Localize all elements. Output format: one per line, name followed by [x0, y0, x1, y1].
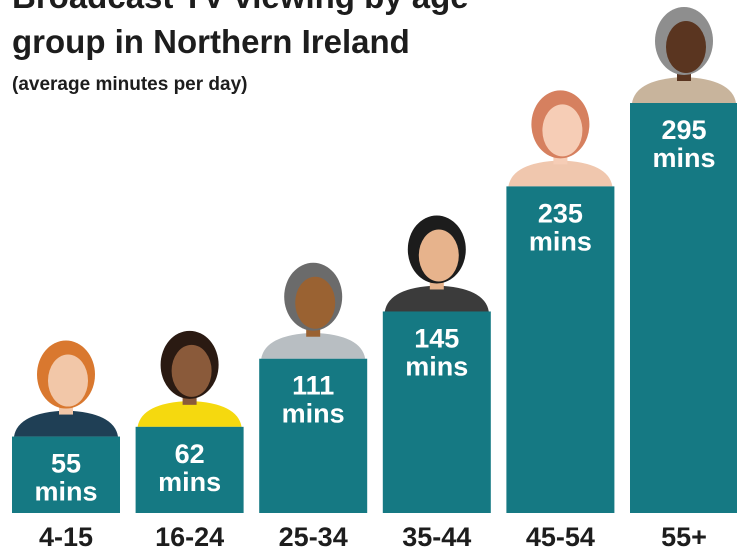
x-tick-label: 35-44 [402, 522, 471, 551]
chart-title-line: Broadcast TV viewing by age [12, 0, 469, 15]
chart: Broadcast TV viewing by age group in Nor… [0, 0, 737, 551]
person-illustration [385, 215, 489, 311]
x-tick-label: 16-24 [155, 522, 224, 551]
x-tick-label: 25-34 [279, 522, 348, 551]
person-face [295, 277, 335, 329]
x-tick-label: 4-15 [39, 522, 93, 551]
person-illustration [14, 341, 118, 437]
person-face [542, 104, 582, 156]
person-illustration [632, 7, 736, 103]
chart-subtitle: (average minutes per day) [12, 74, 247, 95]
person-illustration [508, 90, 612, 186]
person-face [666, 21, 706, 73]
person-face [48, 355, 88, 407]
person-illustration [138, 331, 242, 427]
person-illustration [261, 263, 365, 359]
x-tick-label: 55+ [661, 522, 707, 551]
x-tick-label: 45-54 [526, 522, 595, 551]
person-face [172, 345, 212, 397]
person-face [419, 229, 459, 281]
chart-title-line: group in Northern Ireland [12, 23, 410, 60]
